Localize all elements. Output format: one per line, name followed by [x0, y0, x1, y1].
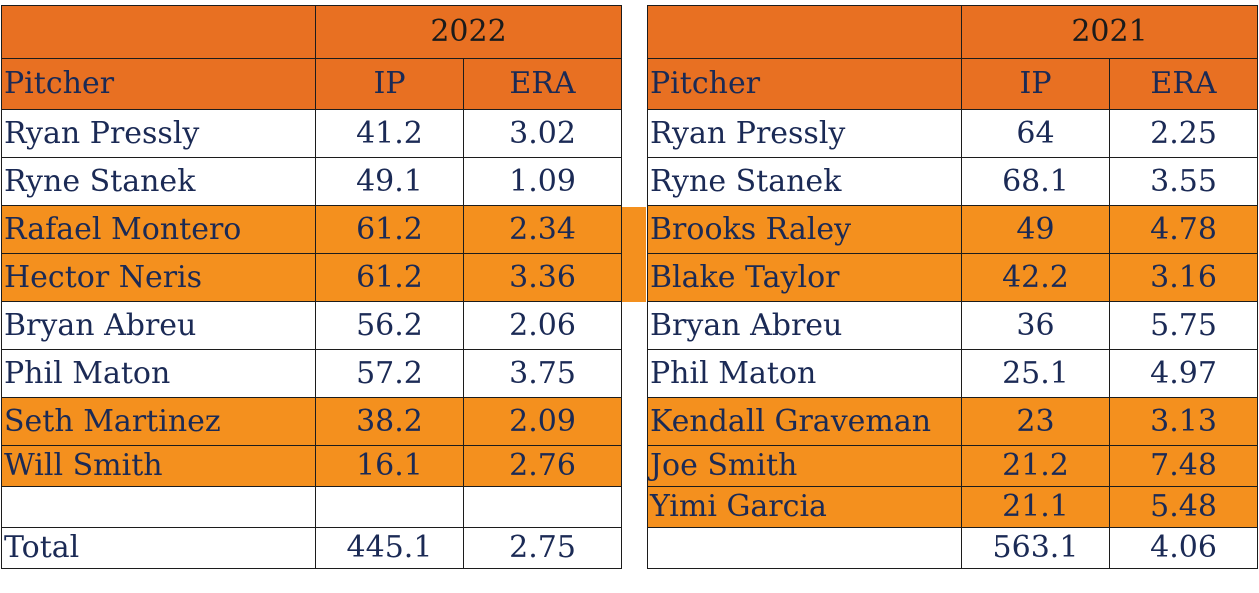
ip-header: IP: [316, 59, 464, 110]
pitcher-name: Phil Maton: [648, 350, 962, 398]
pitcher-name: Ryne Stanek: [2, 158, 316, 206]
era-value: 3.36: [464, 254, 622, 302]
pitcher-name: [2, 487, 316, 528]
pitcher-header: Pitcher: [648, 59, 962, 110]
table-row-empty: [2, 487, 622, 528]
pitcher-name: Rafael Montero: [2, 206, 316, 254]
pitcher-name: Ryne Stanek: [648, 158, 962, 206]
ip-value: 23: [962, 398, 1110, 446]
table-2021: 2021 Pitcher IP ERA Ryan Pressly 64 2.25…: [647, 5, 1258, 569]
column-header-row: Pitcher IP ERA: [648, 59, 1258, 110]
era-value: 1.09: [464, 158, 622, 206]
era-value: 3.75: [464, 350, 622, 398]
total-label: Total: [2, 528, 316, 569]
era-value: 2.25: [1110, 110, 1258, 158]
era-value: 2.34: [464, 206, 622, 254]
year-header-blank: [648, 6, 962, 59]
era-value: 5.75: [1110, 302, 1258, 350]
pitcher-header: Pitcher: [2, 59, 316, 110]
pitcher-name: Brooks Raley: [648, 206, 962, 254]
era-value: 5.48: [1110, 487, 1258, 528]
total-ip: 563.1: [962, 528, 1110, 569]
era-header: ERA: [464, 59, 622, 110]
ip-value: 49.1: [316, 158, 464, 206]
total-ip: 445.1: [316, 528, 464, 569]
total-row: Total 445.1 2.75: [2, 528, 622, 569]
ip-header: IP: [962, 59, 1110, 110]
ip-value: 21.1: [962, 487, 1110, 528]
ip-value: 64: [962, 110, 1110, 158]
total-row: 563.1 4.06: [648, 528, 1258, 569]
table-row: Will Smith 16.1 2.76: [2, 446, 622, 487]
table-row: Ryan Pressly 64 2.25: [648, 110, 1258, 158]
pitcher-name: Ryan Pressly: [648, 110, 962, 158]
ip-value: [316, 487, 464, 528]
table-row: Kendall Graveman 23 3.13: [648, 398, 1258, 446]
table-row: Ryne Stanek 49.1 1.09: [2, 158, 622, 206]
table-row: Phil Maton 25.1 4.97: [648, 350, 1258, 398]
ip-value: 61.2: [316, 206, 464, 254]
total-era: 2.75: [464, 528, 622, 569]
ip-value: 57.2: [316, 350, 464, 398]
era-value: [464, 487, 622, 528]
era-value: 4.97: [1110, 350, 1258, 398]
table-row: Hector Neris 61.2 3.36: [2, 254, 622, 302]
ip-value: 21.2: [962, 446, 1110, 487]
era-value: 3.55: [1110, 158, 1258, 206]
pitcher-name: Bryan Abreu: [648, 302, 962, 350]
era-value: 4.78: [1110, 206, 1258, 254]
pitcher-name: Seth Martinez: [2, 398, 316, 446]
table-row: Brooks Raley 49 4.78: [648, 206, 1258, 254]
ip-value: 16.1: [316, 446, 464, 487]
table-row: Bryan Abreu 56.2 2.06: [2, 302, 622, 350]
year-label: 2021: [962, 6, 1258, 59]
year-label: 2022: [316, 6, 622, 59]
table-row: Blake Taylor 42.2 3.16: [648, 254, 1258, 302]
column-header-row: Pitcher IP ERA: [2, 59, 622, 110]
table-row: Yimi Garcia 21.1 5.48: [648, 487, 1258, 528]
era-header: ERA: [1110, 59, 1258, 110]
pitcher-name: Kendall Graveman: [648, 398, 962, 446]
table-row: Ryne Stanek 68.1 3.55: [648, 158, 1258, 206]
pitcher-name: Ryan Pressly: [2, 110, 316, 158]
highlight-gap-fill: [622, 207, 646, 302]
pitcher-name: Will Smith: [2, 446, 316, 487]
era-value: 2.09: [464, 398, 622, 446]
total-era: 4.06: [1110, 528, 1258, 569]
era-value: 2.06: [464, 302, 622, 350]
ip-value: 41.2: [316, 110, 464, 158]
era-value: 2.76: [464, 446, 622, 487]
era-value: 7.48: [1110, 446, 1258, 487]
ip-value: 25.1: [962, 350, 1110, 398]
pitcher-name: Phil Maton: [2, 350, 316, 398]
ip-value: 36: [962, 302, 1110, 350]
table-row: Seth Martinez 38.2 2.09: [2, 398, 622, 446]
year-header-row: 2021: [648, 6, 1258, 59]
year-header-blank: [2, 6, 316, 59]
pitcher-name: Joe Smith: [648, 446, 962, 487]
pitcher-name: Hector Neris: [2, 254, 316, 302]
ip-value: 49: [962, 206, 1110, 254]
table-row: Joe Smith 21.2 7.48: [648, 446, 1258, 487]
year-header-row: 2022: [2, 6, 622, 59]
era-value: 3.16: [1110, 254, 1258, 302]
table-row: Bryan Abreu 36 5.75: [648, 302, 1258, 350]
table-2022: 2022 Pitcher IP ERA Ryan Pressly 41.2 3.…: [1, 5, 622, 569]
table-row: Phil Maton 57.2 3.75: [2, 350, 622, 398]
era-value: 3.02: [464, 110, 622, 158]
ip-value: 61.2: [316, 254, 464, 302]
total-label: [648, 528, 962, 569]
pitcher-name: Yimi Garcia: [648, 487, 962, 528]
pitcher-name: Blake Taylor: [648, 254, 962, 302]
ip-value: 38.2: [316, 398, 464, 446]
table-row: Rafael Montero 61.2 2.34: [2, 206, 622, 254]
pitcher-name: Bryan Abreu: [2, 302, 316, 350]
table-row: Ryan Pressly 41.2 3.02: [2, 110, 622, 158]
era-value: 3.13: [1110, 398, 1258, 446]
ip-value: 42.2: [962, 254, 1110, 302]
ip-value: 56.2: [316, 302, 464, 350]
ip-value: 68.1: [962, 158, 1110, 206]
